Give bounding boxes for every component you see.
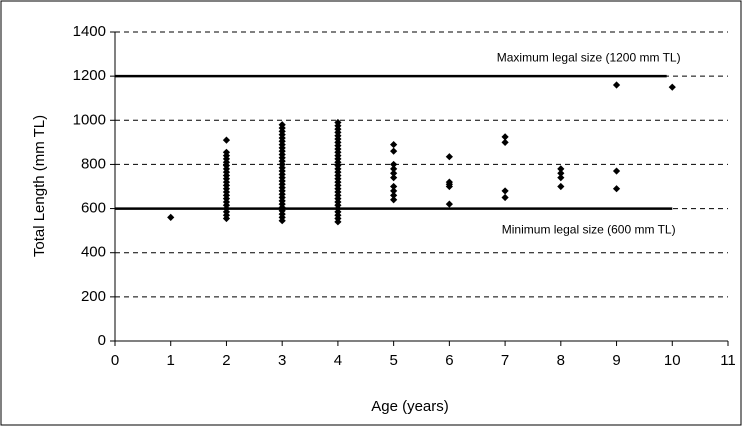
reference-label: Maximum legal size (1200 mm TL) bbox=[497, 50, 681, 64]
x-tick-label: 0 bbox=[111, 352, 119, 369]
data-point bbox=[390, 169, 398, 177]
y-tick-label: 400 bbox=[81, 244, 106, 261]
data-point bbox=[668, 83, 676, 91]
x-tick-label: 2 bbox=[222, 352, 230, 369]
x-tick-label: 4 bbox=[334, 352, 342, 369]
y-tick-label: 1000 bbox=[73, 111, 106, 128]
data-point bbox=[390, 174, 398, 182]
x-tick-label: 5 bbox=[389, 352, 397, 369]
data-point bbox=[390, 191, 398, 199]
y-tick-label: 200 bbox=[81, 288, 106, 305]
x-axis-label: Age (years) bbox=[371, 398, 449, 415]
x-tick-label: 7 bbox=[501, 352, 509, 369]
data-point bbox=[390, 196, 398, 204]
data-point bbox=[557, 182, 565, 191]
data-point bbox=[222, 136, 231, 144]
data-point bbox=[390, 140, 398, 149]
data-point bbox=[612, 167, 621, 175]
x-tick-label: 9 bbox=[612, 352, 620, 369]
data-point bbox=[445, 200, 453, 208]
data-point bbox=[612, 81, 621, 89]
y-tick-label: 1400 bbox=[73, 23, 106, 40]
data-point bbox=[390, 165, 398, 173]
x-tick-label: 6 bbox=[445, 352, 453, 369]
data-point bbox=[445, 182, 453, 191]
data-point bbox=[501, 193, 509, 202]
data-point bbox=[557, 169, 565, 177]
y-tick-label: 800 bbox=[81, 155, 106, 172]
y-tick-label: 1200 bbox=[73, 67, 106, 84]
x-tick-label: 10 bbox=[664, 352, 681, 369]
x-tick-label: 3 bbox=[278, 352, 286, 369]
data-point bbox=[167, 213, 175, 221]
data-point bbox=[501, 133, 509, 141]
y-tick-label: 600 bbox=[81, 200, 106, 217]
y-tick-label: 0 bbox=[98, 332, 106, 349]
data-point bbox=[390, 187, 398, 195]
data-point bbox=[278, 121, 286, 129]
data-point bbox=[334, 118, 342, 127]
x-tick-label: 8 bbox=[557, 352, 565, 369]
x-tick-label: 1 bbox=[167, 352, 175, 369]
x-tick-label: 11 bbox=[720, 352, 736, 369]
data-point bbox=[557, 174, 565, 182]
data-point bbox=[445, 153, 453, 161]
y-axis-label: Total Length (mm TL) bbox=[31, 115, 48, 257]
data-point bbox=[501, 138, 509, 146]
data-point bbox=[390, 160, 398, 169]
data-point bbox=[390, 147, 398, 155]
data-point bbox=[501, 187, 509, 195]
data-point bbox=[612, 185, 621, 193]
data-point bbox=[390, 182, 398, 191]
data-point bbox=[557, 165, 565, 173]
data-point bbox=[222, 148, 231, 156]
reference-label: Minimum legal size (600 mm TL) bbox=[502, 223, 676, 237]
